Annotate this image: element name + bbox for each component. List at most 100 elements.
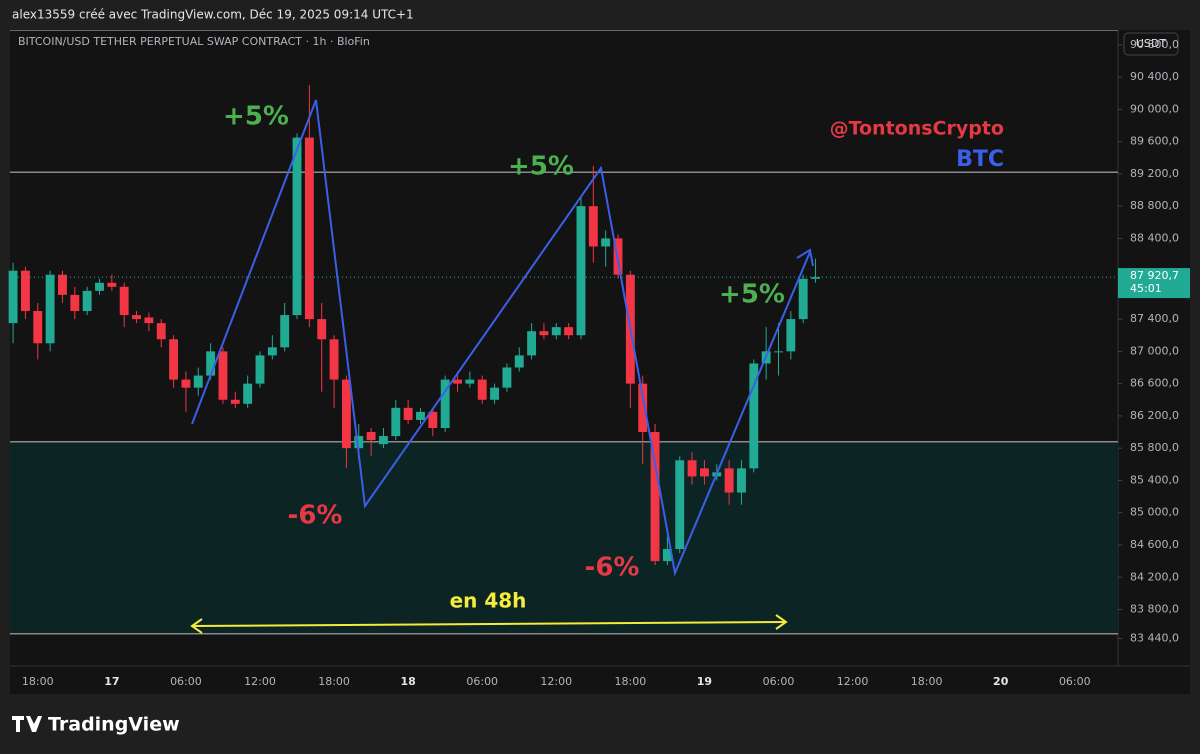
currency[interactable]: USDT (1136, 37, 1167, 50)
candle-body (699, 468, 709, 477)
candle-body (292, 137, 302, 316)
candle-body (687, 460, 697, 477)
candle-body (564, 327, 574, 336)
candle-body (440, 379, 450, 429)
candle-body (329, 339, 339, 380)
y-tick-label: 88 800,0 (1130, 199, 1179, 212)
countdown: 45:01 (1130, 282, 1162, 295)
candle-body (403, 407, 413, 420)
candle-body (304, 137, 314, 320)
candle-body (218, 351, 228, 400)
y-tick-label: 85 400,0 (1130, 473, 1179, 486)
annotation: +5% (719, 280, 785, 310)
y-tick-label: 87 000,0 (1130, 344, 1179, 357)
candle-body (737, 468, 746, 493)
candle-body (206, 351, 216, 376)
annotation: en 48h (450, 589, 527, 613)
y-tick-label: 88 400,0 (1130, 231, 1179, 244)
candle-body (428, 411, 438, 429)
candle-body (551, 327, 561, 336)
candle-body (675, 460, 685, 550)
candle-body (341, 379, 351, 449)
y-tick-label: 83 440,0 (1130, 632, 1179, 645)
candle-body (70, 294, 80, 312)
y-tick-label: 85 800,0 (1130, 441, 1179, 454)
annotation: +5% (508, 152, 574, 182)
candle-body (255, 355, 265, 384)
candle-body (502, 367, 512, 388)
candle-body (379, 436, 388, 445)
y-tick-label: 90 000,0 (1130, 102, 1179, 115)
x-tick-label: 19 (697, 675, 712, 688)
range-arrow-left (190, 618, 203, 634)
candle-body (749, 363, 759, 469)
candle-body (107, 282, 117, 287)
candle-body (774, 351, 783, 353)
y-tick-label: 84 200,0 (1130, 570, 1179, 583)
candle-body (490, 387, 500, 400)
x-tick-label: 06:00 (763, 675, 795, 688)
range-arrow-right (775, 614, 788, 630)
candle-body (811, 277, 820, 279)
currency-box[interactable] (1123, 32, 1179, 56)
plot (8, 85, 1118, 635)
y-tick-label: 85 000,0 (1130, 506, 1179, 519)
x-tick-label: 06:00 (466, 675, 498, 688)
x-tick-label: 06:00 (170, 675, 202, 688)
last-price-box (1118, 268, 1190, 299)
x-tick-label: 17 (104, 675, 119, 688)
x-tick-label: 18:00 (22, 675, 54, 688)
last-price-label: 87 920,7 (1130, 269, 1179, 282)
candle-body (8, 270, 18, 324)
x-tick-label: 18:00 (615, 675, 647, 688)
y-tick-label: 86 200,0 (1130, 409, 1179, 422)
candle-body (280, 315, 290, 348)
y-tick-label: 90 400,0 (1130, 70, 1179, 83)
candle-body (724, 468, 734, 493)
annotation: BTC (956, 147, 1004, 172)
candle-body (132, 315, 141, 320)
candle-body (169, 339, 179, 380)
zigzag-line (191, 99, 811, 577)
candle-body (601, 238, 611, 247)
x-tick-label: 12:00 (837, 675, 869, 688)
x-tick-label: 18:00 (318, 675, 350, 688)
candle-body (354, 436, 364, 449)
range-line (191, 621, 787, 627)
candle-body (33, 311, 43, 344)
candle-body (144, 317, 154, 324)
candle-body (662, 549, 672, 562)
candle-body (181, 379, 191, 388)
y-tick-label: 90 800,0 (1130, 38, 1179, 51)
candle-body (267, 347, 277, 356)
candle-body (798, 278, 808, 320)
zigzag-drawing (191, 99, 814, 577)
candle-body (366, 432, 376, 441)
header: alex13559 créé avec TradingView.com, Déc… (12, 8, 414, 22)
annotation: -6% (288, 501, 343, 531)
footer-logo: TradingView (12, 714, 180, 736)
candle-body (465, 379, 475, 384)
x-tick-label: 20 (993, 675, 1009, 688)
x-tick-label: 18 (400, 675, 415, 688)
candle-body (82, 290, 92, 312)
candle-body (527, 331, 537, 356)
candle-body (416, 411, 425, 420)
candle-body (453, 379, 462, 384)
chart-title: BITCOIN/USD TETHER PERPETUAL SWAP CONTRA… (18, 35, 370, 48)
annotation: @TontonsCrypto (830, 118, 1004, 140)
candle-body (230, 399, 240, 404)
x-tick-label: 18:00 (911, 675, 943, 688)
candle-body (156, 323, 166, 340)
candle-body (193, 375, 203, 388)
y-tick-label: 89 200,0 (1130, 167, 1179, 180)
x-tick-label: 06:00 (1059, 675, 1091, 688)
y-tick-label: 83 800,0 (1130, 603, 1179, 616)
footer-brand: TradingView (48, 714, 180, 736)
candle-body (539, 331, 549, 336)
x-tick-label: 12:00 (244, 675, 276, 688)
y-tick-label: 84 600,0 (1130, 538, 1179, 551)
candle-body (243, 383, 253, 404)
